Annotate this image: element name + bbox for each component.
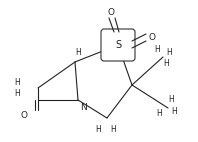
- Text: H: H: [166, 48, 172, 57]
- Text: H: H: [14, 88, 20, 98]
- Text: H: H: [110, 126, 116, 134]
- Text: H: H: [163, 59, 169, 67]
- Text: H: H: [14, 78, 20, 86]
- Text: H: H: [171, 107, 177, 116]
- Text: H: H: [156, 109, 162, 119]
- Text: O: O: [148, 33, 155, 41]
- FancyBboxPatch shape: [101, 29, 135, 61]
- Text: H: H: [154, 44, 160, 54]
- Text: N: N: [81, 103, 87, 111]
- Text: O: O: [21, 110, 28, 120]
- Text: O: O: [108, 8, 114, 16]
- Text: H: H: [95, 125, 101, 133]
- Text: H: H: [168, 94, 174, 104]
- Text: S: S: [115, 40, 121, 50]
- Text: H: H: [75, 48, 81, 57]
